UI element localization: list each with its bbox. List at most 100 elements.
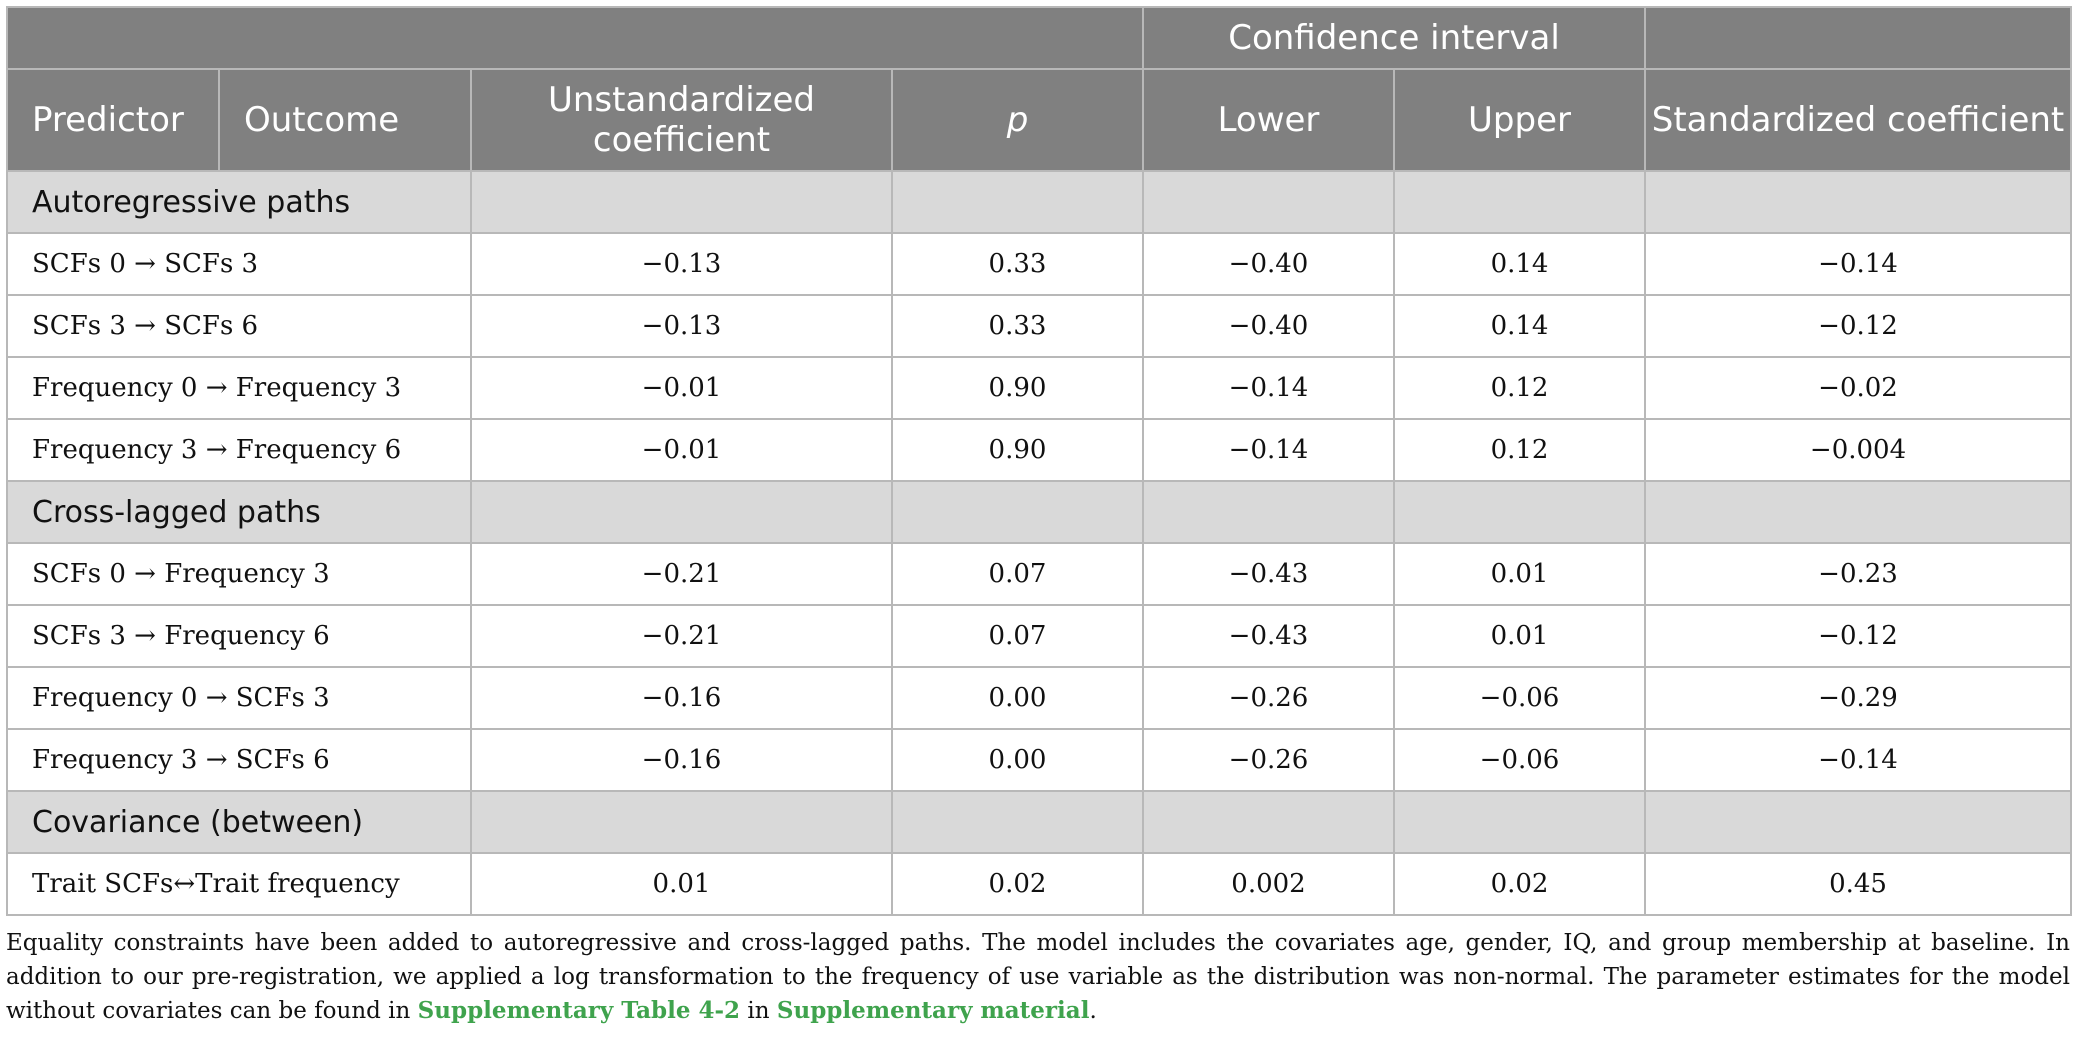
table-container: Confidence interval Predictor Outcome Un… bbox=[6, 6, 2073, 1028]
ci-lower-cell: −0.26 bbox=[1142, 728, 1395, 792]
footnote-text: Equality constraints have been added to … bbox=[6, 930, 2070, 1024]
ci-lower-cell: 0.002 bbox=[1142, 852, 1395, 916]
unstandardized-cell: −0.13 bbox=[470, 294, 893, 358]
section-empty-cell bbox=[891, 480, 1144, 544]
unstandardized-cell: −0.01 bbox=[470, 356, 893, 420]
ci-upper-cell: 0.12 bbox=[1392, 418, 1647, 482]
section-empty-cell bbox=[1142, 790, 1395, 854]
section-empty-cell bbox=[1142, 170, 1395, 234]
table-row: Frequency 3 → Frequency 6 −0.01 0.90 −0.14 0… bbox=[6, 418, 2073, 482]
section-empty-cell bbox=[1644, 170, 2073, 234]
table-footnote: Equality constraints have been added to … bbox=[6, 926, 2070, 1028]
unstandardized-cell: −0.01 bbox=[470, 418, 893, 482]
header-p: p bbox=[891, 68, 1144, 172]
section-empty-cell bbox=[470, 790, 893, 854]
header-row-columns: Predictor Outcome Unstandardized coeffic… bbox=[6, 68, 2073, 172]
header-blank-right bbox=[1644, 6, 2073, 70]
p-value-cell: 0.90 bbox=[891, 356, 1144, 420]
ci-upper-cell: 0.01 bbox=[1392, 604, 1647, 668]
p-value-cell: 0.33 bbox=[891, 294, 1144, 358]
table-body: Autoregressive paths SCFs 0 → SCFs 3 −0.13… bbox=[6, 170, 2073, 916]
ci-lower-cell: −0.26 bbox=[1142, 666, 1395, 730]
p-value-cell: 0.07 bbox=[891, 542, 1144, 606]
table-row: Trait SCFs↔Trait frequency 0.01 0.02 0.002 0… bbox=[6, 852, 2073, 916]
header-predictor: Predictor bbox=[6, 68, 220, 172]
section-empty-cell bbox=[1392, 790, 1647, 854]
standardized-cell: −0.14 bbox=[1644, 728, 2073, 792]
section-empty-cell bbox=[1392, 170, 1647, 234]
table-row: SCFs 0 → Frequency 3 −0.21 0.07 −0.43 0.01 −0… bbox=[6, 542, 2073, 606]
ci-upper-cell: −0.06 bbox=[1392, 728, 1647, 792]
unstandardized-cell: −0.21 bbox=[470, 604, 893, 668]
path-cell: SCFs 0 → SCFs 3 bbox=[6, 232, 472, 296]
unstandardized-cell: 0.01 bbox=[470, 852, 893, 916]
header-upper: Upper bbox=[1392, 68, 1647, 172]
standardized-cell: −0.12 bbox=[1644, 294, 2073, 358]
table-row: SCFs 3 → Frequency 6 −0.21 0.07 −0.43 0.01 −0… bbox=[6, 604, 2073, 668]
header-p-text: p bbox=[1006, 100, 1029, 140]
section-empty-cell bbox=[891, 170, 1144, 234]
section-empty-cell bbox=[891, 790, 1144, 854]
standardized-cell: −0.23 bbox=[1644, 542, 2073, 606]
p-value-cell: 0.33 bbox=[891, 232, 1144, 296]
section-title: Cross-lagged paths bbox=[6, 480, 472, 544]
table-row: Frequency 3 → SCFs 6 −0.16 0.00 −0.26 −0.06−… bbox=[6, 728, 2073, 792]
supplementary-table-link[interactable]: Supplementary Table 4-2 bbox=[417, 997, 741, 1024]
path-cell: Frequency 0 → SCFs 3 bbox=[6, 666, 472, 730]
ci-lower-cell: −0.40 bbox=[1142, 294, 1395, 358]
p-value-cell: 0.07 bbox=[891, 604, 1144, 668]
ci-lower-cell: −0.14 bbox=[1142, 418, 1395, 482]
footnote-between: in bbox=[740, 998, 777, 1024]
path-cell: Frequency 0 → Frequency 3 bbox=[6, 356, 472, 420]
path-cell: Frequency 3 → SCFs 6 bbox=[6, 728, 472, 792]
ci-upper-cell: 0.14 bbox=[1392, 294, 1647, 358]
section-title: Covariance (between) bbox=[6, 790, 472, 854]
standardized-cell: −0.29 bbox=[1644, 666, 2073, 730]
standardized-cell: −0.14 bbox=[1644, 232, 2073, 296]
unstandardized-cell: −0.16 bbox=[470, 666, 893, 730]
unstandardized-cell: −0.13 bbox=[470, 232, 893, 296]
table-row: SCFs 0 → SCFs 3 −0.13 0.33 −0.40 0.14 −0.14 bbox=[6, 232, 2073, 296]
supplementary-material-link[interactable]: Supplementary material bbox=[776, 997, 1090, 1024]
header-blank-left bbox=[6, 6, 1144, 70]
ci-upper-cell: 0.02 bbox=[1392, 852, 1647, 916]
header-row-group: Confidence interval bbox=[6, 6, 2073, 70]
ci-upper-cell: 0.14 bbox=[1392, 232, 1647, 296]
section-row: Covariance (between) bbox=[6, 790, 2073, 854]
path-cell: SCFs 0 → Frequency 3 bbox=[6, 542, 472, 606]
standardized-cell: −0.004 bbox=[1644, 418, 2073, 482]
section-empty-cell bbox=[1644, 480, 2073, 544]
ci-upper-cell: 0.01 bbox=[1392, 542, 1647, 606]
ci-upper-cell: −0.06 bbox=[1392, 666, 1647, 730]
table-row: Frequency 0 → SCFs 3 −0.16 0.00 −0.26 −0.06−… bbox=[6, 666, 2073, 730]
path-cell: SCFs 3 → Frequency 6 bbox=[6, 604, 472, 668]
unstandardized-cell: −0.16 bbox=[470, 728, 893, 792]
section-empty-cell bbox=[1142, 480, 1395, 544]
footnote-end: . bbox=[1089, 998, 1097, 1024]
ci-lower-cell: −0.40 bbox=[1142, 232, 1395, 296]
results-table: Confidence interval Predictor Outcome Un… bbox=[6, 6, 2073, 916]
section-empty-cell bbox=[1644, 790, 2073, 854]
p-value-cell: 0.02 bbox=[891, 852, 1144, 916]
section-row: Cross-lagged paths bbox=[6, 480, 2073, 544]
standardized-cell: −0.12 bbox=[1644, 604, 2073, 668]
section-empty-cell bbox=[470, 170, 893, 234]
standardized-cell: 0.45 bbox=[1644, 852, 2073, 916]
path-cell: Trait SCFs↔Trait frequency bbox=[6, 852, 472, 916]
section-title: Autoregressive paths bbox=[6, 170, 472, 234]
header-outcome: Outcome bbox=[218, 68, 472, 172]
header-unstandardized: Unstandardized coefficient bbox=[470, 68, 893, 172]
ci-lower-cell: −0.14 bbox=[1142, 356, 1395, 420]
header-ci-group: Confidence interval bbox=[1141, 6, 1647, 70]
p-value-cell: 0.00 bbox=[891, 666, 1144, 730]
path-cell: SCFs 3 → SCFs 6 bbox=[6, 294, 472, 358]
standardized-cell: −0.02 bbox=[1644, 356, 2073, 420]
header-standardized: Standardized coefficient bbox=[1644, 68, 2073, 172]
section-empty-cell bbox=[1392, 480, 1647, 544]
path-cell: Frequency 3 → Frequency 6 bbox=[6, 418, 472, 482]
p-value-cell: 0.00 bbox=[891, 728, 1144, 792]
table-row: SCFs 3 → SCFs 6 −0.13 0.33 −0.40 0.14 −0.12 bbox=[6, 294, 2073, 358]
p-value-cell: 0.90 bbox=[891, 418, 1144, 482]
section-empty-cell bbox=[470, 480, 893, 544]
table-row: Frequency 0 → Frequency 3 −0.01 0.90 −0.14 0… bbox=[6, 356, 2073, 420]
